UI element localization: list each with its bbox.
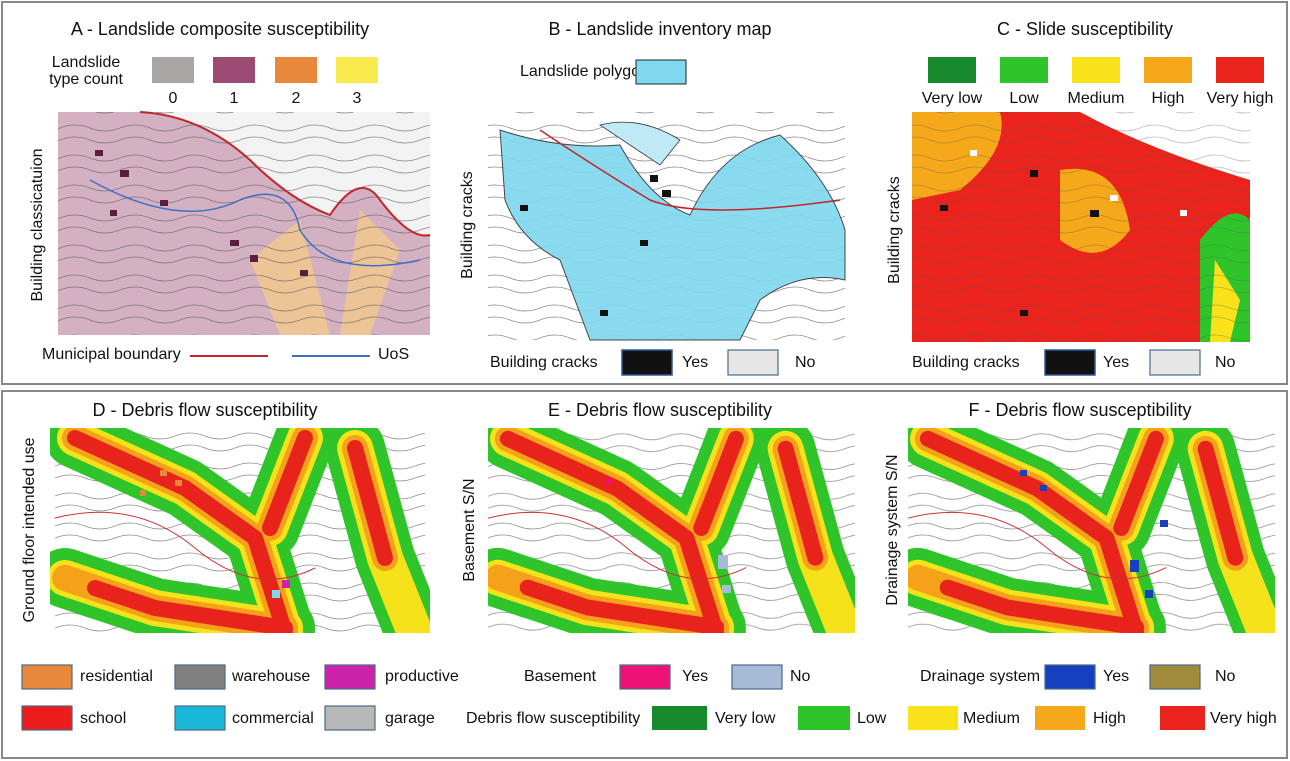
swatch bbox=[620, 665, 670, 689]
swatch bbox=[275, 57, 317, 83]
swatch bbox=[1035, 706, 1085, 730]
swatch bbox=[622, 350, 672, 375]
legend-label: No bbox=[1215, 354, 1236, 371]
legend-title: Drainage system bbox=[920, 668, 1040, 685]
legend-label: Medium bbox=[1068, 90, 1125, 107]
legend-label: Yes bbox=[1103, 354, 1129, 371]
side-label: Building cracks bbox=[886, 176, 903, 284]
legend-label: Very high bbox=[1207, 90, 1274, 107]
legend-label: No bbox=[795, 354, 816, 371]
legend-label: Yes bbox=[1103, 668, 1129, 685]
map bbox=[488, 429, 855, 632]
swatch bbox=[1160, 706, 1205, 730]
swatch bbox=[1000, 57, 1048, 83]
legend-title: Basement bbox=[524, 668, 597, 685]
swatch bbox=[728, 350, 778, 375]
legend-label: No bbox=[1215, 668, 1236, 685]
legend-label: 2 bbox=[292, 90, 301, 107]
swatch bbox=[1150, 665, 1200, 689]
legend-label: Very low bbox=[715, 710, 776, 727]
swatch bbox=[175, 665, 225, 689]
swatch bbox=[928, 57, 976, 83]
legend-title: type count bbox=[49, 71, 123, 88]
side-label: Building classicatuion bbox=[29, 149, 46, 302]
panel-title: F - Debris flow susceptibility bbox=[968, 400, 1191, 420]
swatch bbox=[1045, 665, 1095, 689]
panel-title: B - Landslide inventory map bbox=[548, 19, 771, 39]
swatch bbox=[908, 706, 958, 730]
swatch bbox=[1045, 350, 1095, 375]
swatch bbox=[1150, 350, 1200, 375]
legend-label: Very low bbox=[922, 90, 983, 107]
legend-label: UoS bbox=[378, 346, 409, 363]
map bbox=[55, 428, 425, 633]
swatch bbox=[1072, 57, 1120, 83]
legend-label: No bbox=[790, 668, 811, 685]
side-label: Building cracks bbox=[459, 171, 476, 279]
legend-label: Municipal boundary bbox=[42, 346, 181, 363]
legend-label: 0 bbox=[169, 90, 178, 107]
legend-label: Low bbox=[857, 710, 887, 727]
side-label: Basement S/N bbox=[461, 478, 478, 581]
swatch bbox=[325, 665, 375, 689]
swatch bbox=[22, 706, 72, 730]
map bbox=[912, 112, 1250, 342]
legend-label: residential bbox=[80, 668, 153, 685]
legend-label: 3 bbox=[353, 90, 362, 107]
swatch bbox=[325, 706, 375, 730]
panel-title: E - Debris flow susceptibility bbox=[548, 400, 772, 420]
legend-title: Building cracks bbox=[490, 354, 598, 371]
legend-title: Debris flow susceptibility bbox=[466, 710, 640, 727]
map bbox=[908, 429, 1275, 632]
swatch bbox=[1216, 57, 1264, 83]
legend-label: Yes bbox=[682, 354, 708, 371]
side-label: Drainage system S/N bbox=[884, 454, 901, 605]
figure: A - Landslide composite susceptibility L… bbox=[0, 0, 1290, 761]
legend-label: Very high bbox=[1210, 710, 1277, 727]
legend-title: Building cracks bbox=[912, 354, 1020, 371]
swatch bbox=[732, 665, 782, 689]
swatch bbox=[175, 706, 225, 730]
swatch bbox=[152, 57, 194, 83]
swatch bbox=[798, 706, 850, 730]
legend-label: Low bbox=[1009, 90, 1039, 107]
panel-title: A - Landslide composite susceptibility bbox=[71, 19, 369, 39]
legend-label: 1 bbox=[230, 90, 239, 107]
legend-label: school bbox=[80, 710, 126, 727]
legend-label: High bbox=[1093, 710, 1126, 727]
swatch bbox=[652, 706, 707, 730]
legend-label: productive bbox=[385, 668, 459, 685]
swatch bbox=[22, 665, 72, 689]
legend-label: High bbox=[1152, 90, 1185, 107]
swatch bbox=[213, 57, 255, 83]
swatch bbox=[1144, 57, 1192, 83]
legend-label: garage bbox=[385, 710, 435, 727]
side-label: Ground floor intended use bbox=[21, 437, 38, 622]
legend-label: commercial bbox=[232, 710, 314, 727]
swatch bbox=[636, 60, 686, 84]
legend-title: Landslide bbox=[52, 54, 121, 71]
legend-label: Landslide polygon bbox=[520, 63, 649, 80]
legend-label: Yes bbox=[682, 668, 708, 685]
map bbox=[58, 112, 430, 335]
panel-title: C - Slide susceptibility bbox=[997, 19, 1173, 39]
swatch bbox=[336, 57, 378, 83]
panel-title: D - Debris flow susceptibility bbox=[92, 400, 317, 420]
legend-label: Medium bbox=[963, 710, 1020, 727]
map bbox=[488, 112, 845, 340]
legend-label: warehouse bbox=[231, 668, 310, 685]
